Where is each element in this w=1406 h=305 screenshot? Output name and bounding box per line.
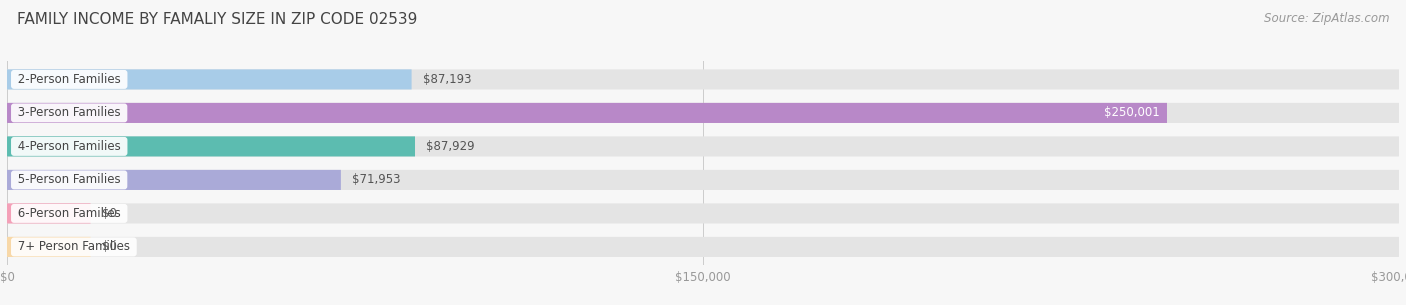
Text: $0: $0 (101, 240, 117, 253)
FancyBboxPatch shape (7, 170, 340, 190)
FancyBboxPatch shape (7, 170, 1399, 190)
Text: Source: ZipAtlas.com: Source: ZipAtlas.com (1264, 12, 1389, 25)
FancyBboxPatch shape (7, 203, 1399, 224)
FancyBboxPatch shape (7, 103, 1167, 123)
Text: 7+ Person Families: 7+ Person Families (14, 240, 134, 253)
Text: FAMILY INCOME BY FAMALIY SIZE IN ZIP CODE 02539: FAMILY INCOME BY FAMALIY SIZE IN ZIP COD… (17, 12, 418, 27)
Text: $87,929: $87,929 (426, 140, 475, 153)
Text: 5-Person Families: 5-Person Families (14, 174, 124, 186)
FancyBboxPatch shape (7, 237, 90, 257)
FancyBboxPatch shape (7, 103, 1399, 123)
Text: 3-Person Families: 3-Person Families (14, 106, 124, 120)
FancyBboxPatch shape (7, 69, 1399, 89)
Text: 4-Person Families: 4-Person Families (14, 140, 125, 153)
Text: $71,953: $71,953 (352, 174, 401, 186)
FancyBboxPatch shape (7, 69, 412, 89)
Text: $250,001: $250,001 (1104, 106, 1160, 120)
Text: 2-Person Families: 2-Person Families (14, 73, 125, 86)
Text: $0: $0 (101, 207, 117, 220)
FancyBboxPatch shape (7, 203, 90, 224)
Text: 6-Person Families: 6-Person Families (14, 207, 125, 220)
FancyBboxPatch shape (7, 136, 1399, 156)
Text: $87,193: $87,193 (423, 73, 471, 86)
FancyBboxPatch shape (7, 136, 415, 156)
FancyBboxPatch shape (7, 237, 1399, 257)
